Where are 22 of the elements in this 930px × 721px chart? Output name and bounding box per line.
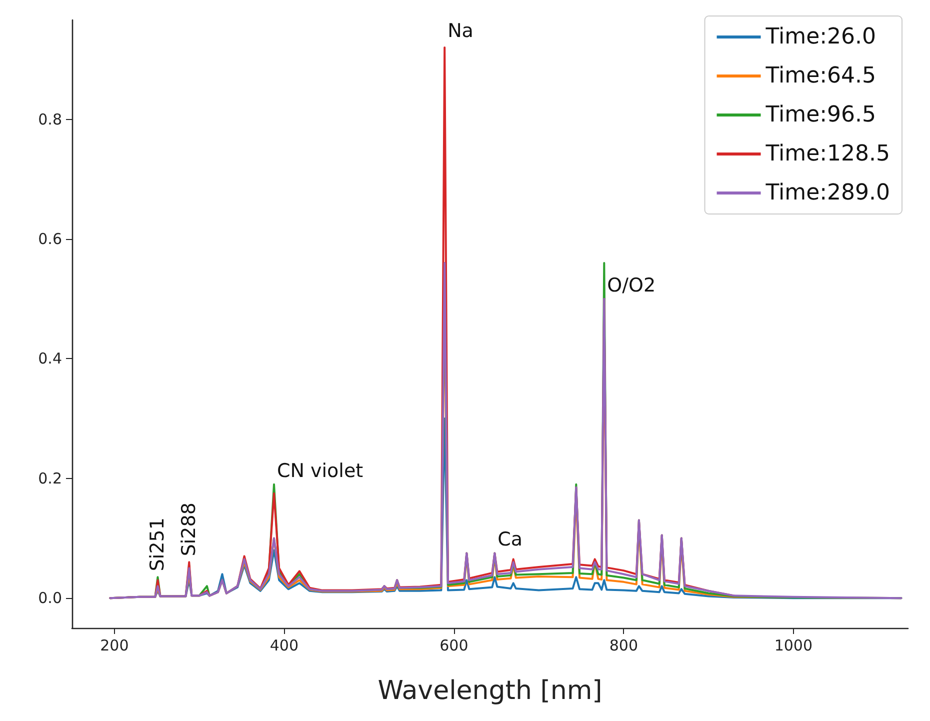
y-tick-label: 0.2: [38, 469, 62, 488]
annotation: Si288: [178, 502, 200, 556]
legend-label: Time:96.5: [764, 102, 876, 128]
y-tick-label: 0.8: [38, 110, 62, 128]
annotation: Na: [448, 20, 474, 42]
legend-label: Time:64.5: [764, 64, 876, 88]
annotation: O/O2: [607, 274, 656, 296]
x-tick-label: 600: [440, 636, 468, 654]
x-tick-label: 400: [270, 636, 299, 654]
y-tick-label: 0.0: [38, 589, 62, 608]
legend-label: Time:128.5: [764, 142, 890, 166]
x-tick-label: 800: [609, 636, 638, 654]
x-tick-label: 200: [100, 636, 129, 654]
legend-label: Time:26.0: [764, 24, 876, 50]
y-tick-label: 0.6: [38, 230, 62, 248]
annotation: Si251: [146, 518, 169, 572]
legend-label: Time:289.0: [764, 180, 890, 206]
x-tick-label: 1000: [774, 636, 813, 654]
annotation: Ca: [498, 528, 523, 551]
x-axis-title: Wavelength [nm]: [378, 676, 602, 706]
y-tick-label: 0.4: [38, 350, 62, 368]
annotation: CN violet: [277, 460, 364, 482]
